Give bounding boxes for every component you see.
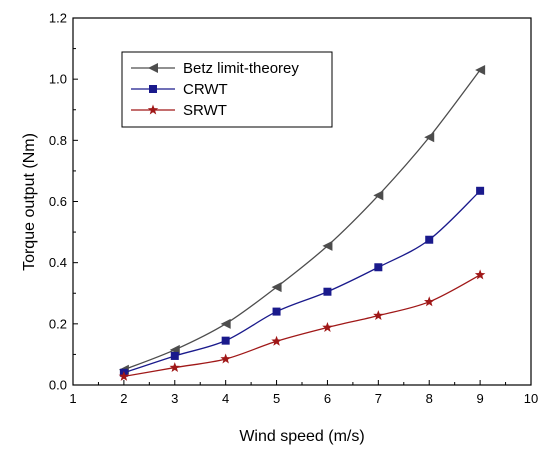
legend-marker (148, 63, 158, 73)
data-point (424, 132, 435, 143)
data-point (374, 263, 383, 272)
y-tick-label: 0.8 (49, 133, 67, 148)
data-point (373, 190, 384, 201)
data-point (423, 296, 435, 307)
legend-item: CRWT (131, 81, 228, 98)
legend-label: CRWT (183, 81, 228, 98)
data-point (118, 370, 130, 381)
data-point (322, 240, 333, 251)
series-srwt (118, 269, 486, 381)
series-line (123, 274, 481, 378)
x-tick-label: 7 (375, 391, 382, 406)
legend-label: Betz limit-theorey (183, 60, 299, 77)
data-point (169, 362, 181, 373)
x-tick-label: 8 (426, 391, 433, 406)
data-point (425, 235, 434, 244)
y-tick-label: 1.0 (49, 72, 67, 87)
x-tick-label: 2 (120, 391, 127, 406)
legend-item: Betz limit-theorey (131, 60, 299, 77)
y-tick-label: 0.0 (49, 378, 67, 393)
plot-area (118, 64, 486, 381)
data-point (474, 269, 486, 280)
series-line (123, 190, 481, 374)
data-point (323, 287, 332, 296)
data-point (322, 322, 333, 332)
y-tick-label: 1.2 (49, 11, 67, 26)
data-point (271, 282, 282, 293)
x-tick-label: 4 (222, 391, 229, 406)
legend: Betz limit-theorey CRWT SRWT (121, 51, 333, 128)
y-tick-label: 0.2 (49, 316, 67, 331)
x-axis-title: Wind speed (m/s) (239, 428, 364, 445)
x-tick-label: 10 (524, 391, 538, 406)
legend-item: SRWT (131, 102, 227, 119)
legend-marker (149, 85, 157, 93)
y-tick-label: 0.6 (49, 194, 67, 209)
data-point (476, 186, 485, 195)
data-point (221, 336, 230, 345)
data-point (475, 64, 486, 75)
data-point (220, 318, 231, 329)
x-tick-label: 5 (273, 391, 280, 406)
x-tick-label: 3 (171, 391, 178, 406)
data-point (170, 351, 179, 360)
y-tick-label: 0.4 (49, 255, 67, 270)
x-tick-label: 9 (476, 391, 483, 406)
x-tick-label: 1 (69, 391, 76, 406)
y-axis-title: Torque output (Nm) (21, 133, 38, 271)
data-point (271, 335, 282, 346)
data-point (373, 310, 384, 321)
data-point (272, 307, 281, 316)
legend-label: SRWT (183, 102, 227, 119)
axes: 1 2 3 4 5 6 7 8 9 10 0.0 0.2 0.4 0.6 0.8 1.0 1.2 (49, 11, 538, 407)
data-point (220, 353, 231, 364)
legend-marker (147, 104, 159, 115)
x-tick-label: 6 (324, 391, 331, 406)
